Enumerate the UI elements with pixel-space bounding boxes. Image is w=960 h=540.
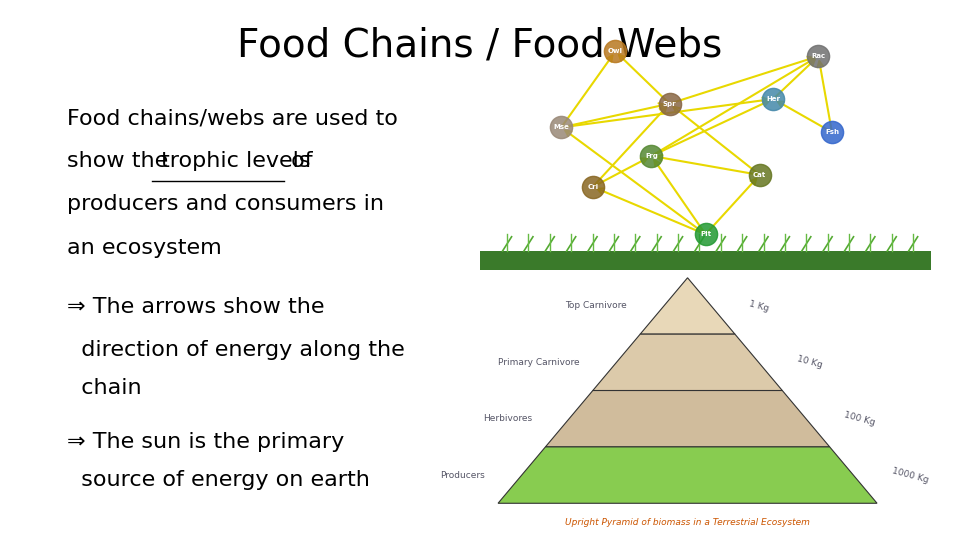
Text: Top Carnivore: Top Carnivore [564, 301, 627, 310]
Text: 1000 Kg: 1000 Kg [891, 466, 929, 484]
Text: Owl: Owl [608, 49, 623, 55]
Text: show the: show the [67, 151, 176, 171]
Text: direction of energy along the: direction of energy along the [67, 340, 405, 360]
Text: Food Chains / Food Webs: Food Chains / Food Webs [237, 27, 723, 65]
Text: Herbivores: Herbivores [483, 414, 532, 423]
Text: of: of [283, 151, 312, 171]
Text: ⇒ The arrows show the: ⇒ The arrows show the [67, 297, 324, 317]
Polygon shape [498, 447, 877, 503]
Text: Cri: Cri [588, 184, 598, 190]
Text: source of energy on earth: source of energy on earth [67, 470, 370, 490]
Text: Her: Her [766, 96, 780, 102]
Text: Plt: Plt [700, 231, 711, 238]
Polygon shape [592, 334, 782, 390]
Text: Upright Pyramid of biomass in a Terrestrial Ecosystem: Upright Pyramid of biomass in a Terrestr… [565, 518, 810, 526]
Text: trophic levels: trophic levels [161, 151, 311, 171]
Text: chain: chain [67, 378, 142, 398]
Text: Rac: Rac [811, 53, 826, 59]
Text: 1 Kg: 1 Kg [749, 299, 770, 313]
Text: producers and consumers in: producers and consumers in [67, 194, 384, 214]
Text: Producers: Producers [440, 470, 485, 480]
Text: Fsh: Fsh [825, 129, 839, 135]
Text: Food chains/webs are used to: Food chains/webs are used to [67, 108, 398, 128]
Polygon shape [545, 390, 829, 447]
Text: Frg: Frg [645, 153, 658, 159]
Text: Cat: Cat [753, 172, 766, 178]
Text: Mse: Mse [553, 124, 569, 131]
Bar [480, 251, 931, 270]
Text: an ecosystem: an ecosystem [67, 238, 222, 258]
Text: ⇒ The sun is the primary: ⇒ The sun is the primary [67, 432, 345, 452]
Text: 100 Kg: 100 Kg [843, 410, 876, 427]
Polygon shape [640, 278, 735, 334]
Text: Spr: Spr [662, 100, 676, 107]
Text: Primary Carnivore: Primary Carnivore [497, 358, 579, 367]
Text: 10 Kg: 10 Kg [796, 355, 824, 370]
